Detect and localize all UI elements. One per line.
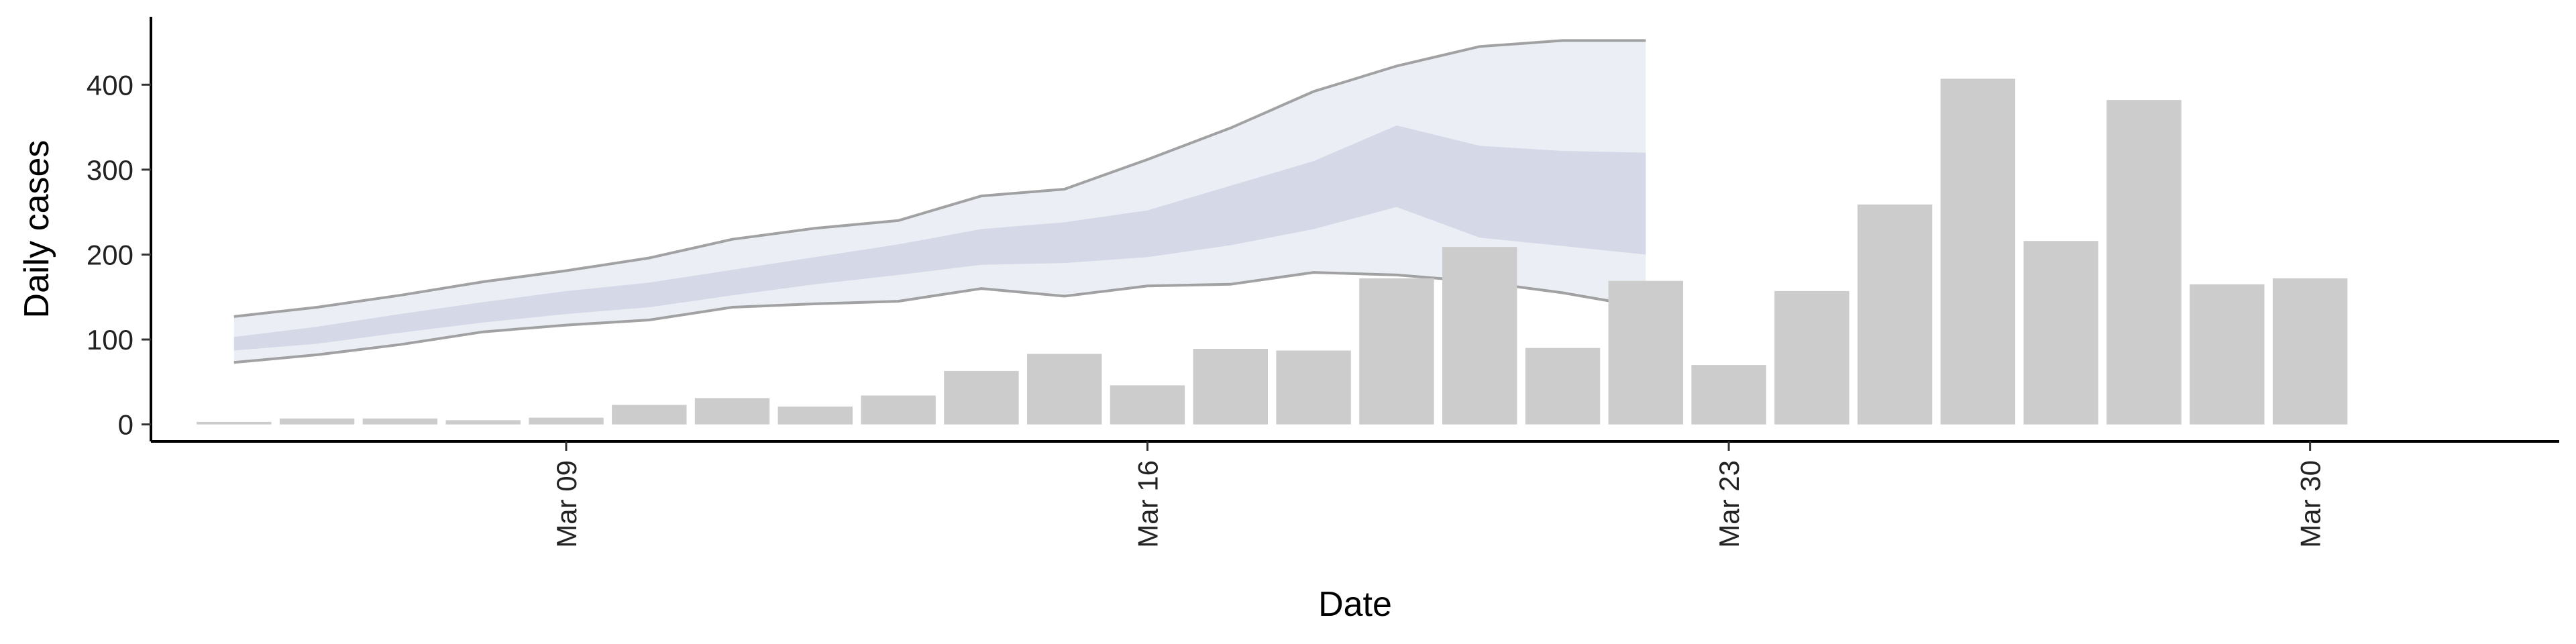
bar-2020-03-27: [2023, 241, 2098, 425]
bar-2020-03-11: [694, 398, 770, 425]
bar-2020-03-05: [197, 421, 272, 425]
forecast-bands: [233, 39, 1646, 364]
x-tick-label: Mar 09: [551, 460, 582, 548]
bar-2020-03-21: [1525, 347, 1601, 425]
bar-2020-03-24: [1774, 290, 1849, 425]
y-tick-label: 300: [87, 154, 133, 186]
bar-2020-03-25: [1857, 204, 1933, 425]
bar-2020-03-30: [2272, 278, 2348, 425]
bar-2020-03-08: [445, 420, 521, 425]
y-axis-title: Daily cases: [17, 140, 56, 319]
y-tick-label: 200: [87, 239, 133, 270]
inner-interval-band: [233, 125, 1646, 351]
upper-bound-line: [233, 39, 1646, 318]
x-tick-label: Mar 16: [1132, 460, 1164, 548]
bar-2020-03-09: [529, 417, 604, 425]
bar-2020-03-07: [362, 418, 438, 425]
bar-2020-03-14: [944, 370, 1019, 425]
x-tick-label: Mar 23: [1713, 460, 1745, 548]
outer-interval-band: [233, 40, 1646, 363]
y-axis-ticks: 0 100 200 300 400: [87, 69, 151, 441]
bar-2020-03-16: [1110, 385, 1185, 425]
x-tick-label: Mar 30: [2295, 460, 2326, 548]
bar-2020-03-26: [1940, 78, 2016, 425]
bar-2020-03-28: [2106, 100, 2182, 425]
bar-2020-03-17: [1193, 349, 1268, 425]
bar-2020-03-13: [861, 395, 936, 425]
y-tick-label: 100: [87, 324, 133, 356]
bar-2020-03-22: [1608, 280, 1683, 425]
bar-2020-03-10: [612, 405, 687, 425]
axes: [150, 17, 2559, 443]
x-axis-ticks: Mar 09 Mar 16 Mar 23 Mar 30: [551, 441, 2326, 548]
bar-2020-03-19: [1359, 278, 1434, 425]
lower-bound-line: [233, 271, 1646, 364]
bar-2020-03-23: [1691, 365, 1766, 425]
bar-2020-03-12: [777, 407, 853, 425]
bar-2020-03-15: [1027, 354, 1102, 425]
bar-2020-03-20: [1442, 247, 1517, 425]
bar-2020-03-29: [2190, 284, 2265, 425]
x-axis-title: Date: [1318, 585, 1392, 624]
daily-cases-bars: [197, 78, 2348, 425]
bar-2020-03-06: [279, 418, 355, 425]
y-tick-label: 0: [118, 409, 133, 441]
y-tick-label: 400: [87, 69, 133, 101]
bar-2020-03-18: [1276, 350, 1351, 425]
